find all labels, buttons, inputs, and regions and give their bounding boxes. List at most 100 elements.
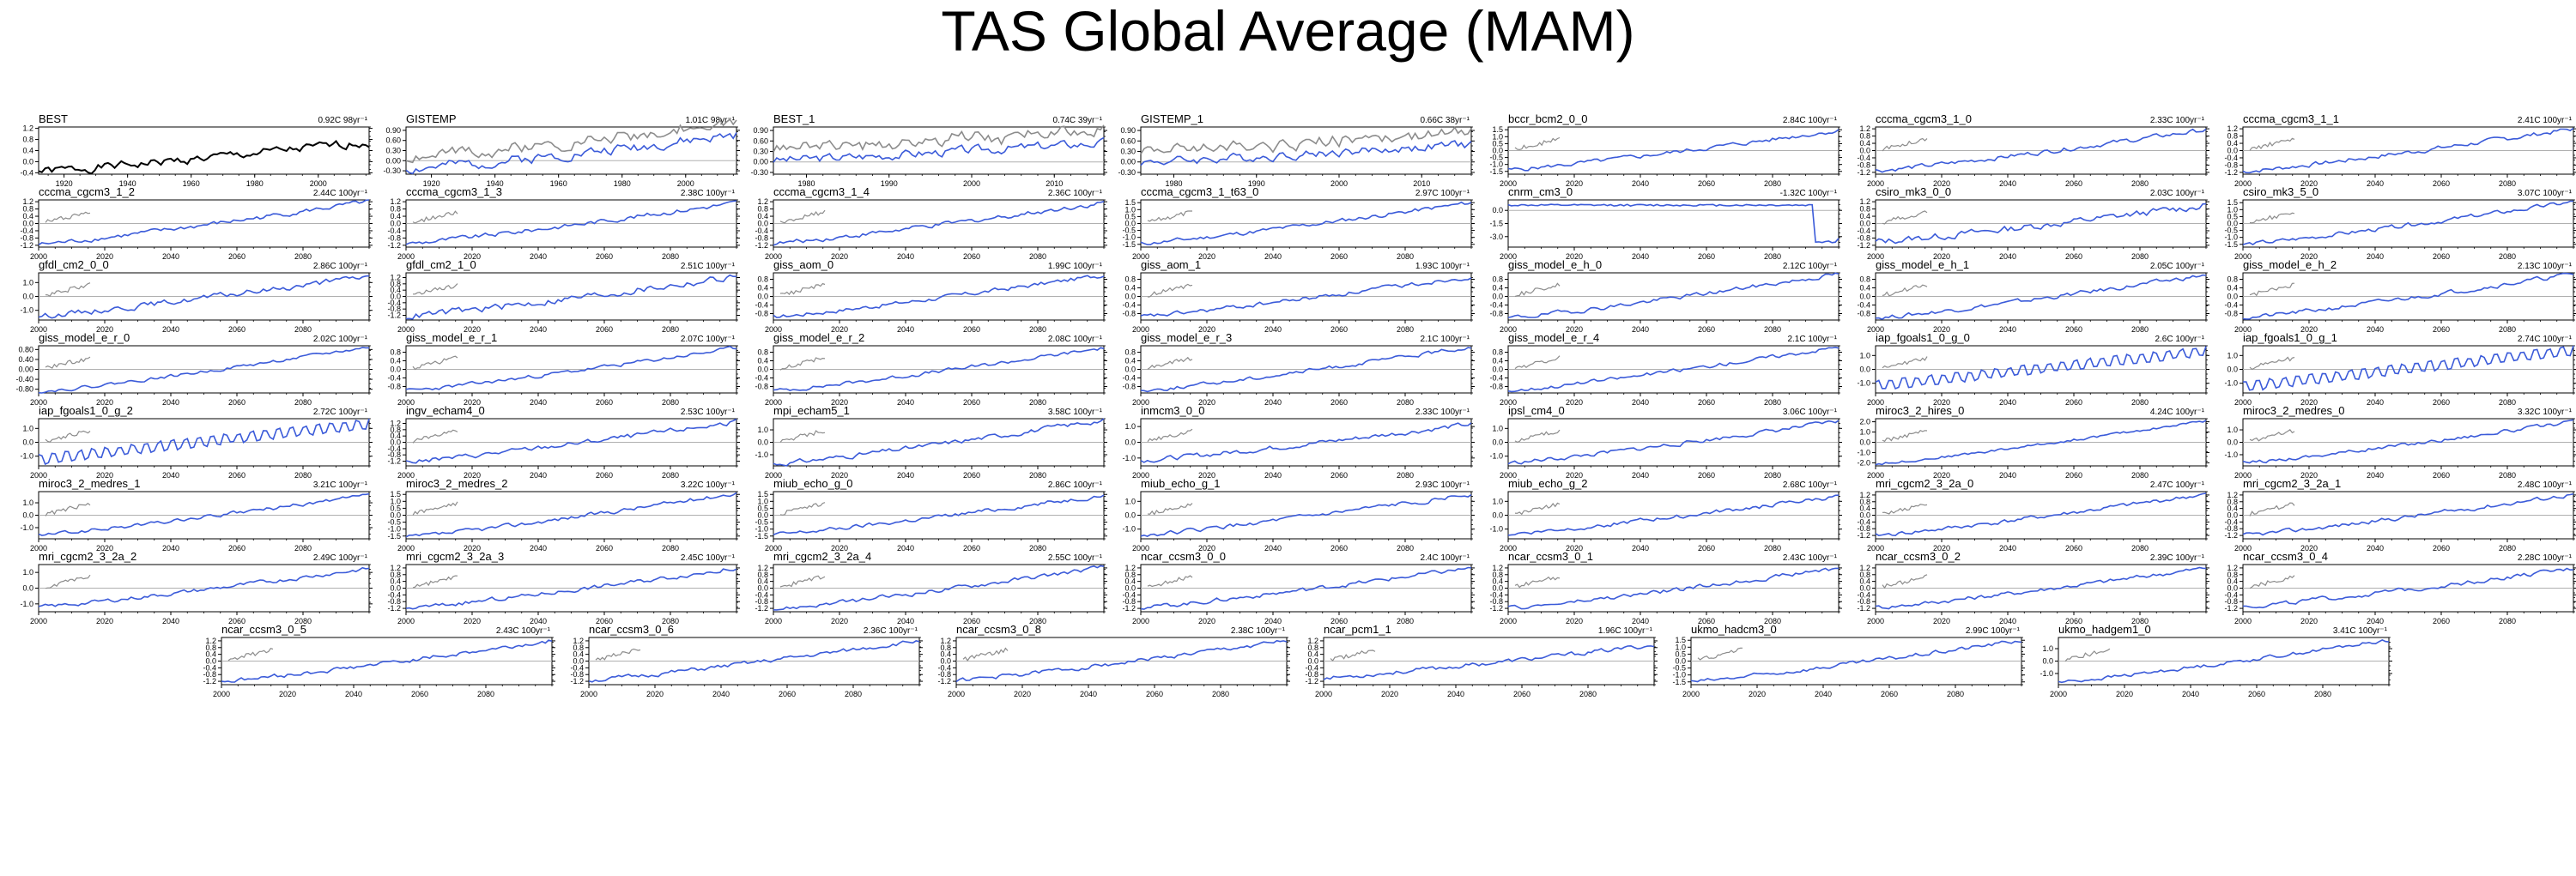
x-tick-label: 2020 — [1933, 471, 1950, 480]
y-tick-label: 0.0 — [2227, 220, 2238, 228]
y-tick-label: -0.4 — [1857, 227, 1870, 235]
observed-inset-line — [412, 210, 458, 224]
panel-trend-label: 3.21C 100yr⁻¹ — [313, 480, 368, 490]
panel-title: BEST — [39, 112, 68, 125]
y-tick-label: -0.80 — [15, 385, 33, 394]
series-line — [2058, 639, 2390, 684]
panel-title: csiro_mk3_0_0 — [1876, 185, 1951, 198]
panel-gfdl_cm2_1_0: gfdl_cm2_1_0 2.51C 100yr⁻¹ 2000 2020 2040 206… — [387, 258, 740, 334]
series-line — [1875, 346, 2207, 390]
panel-title: ncar_ccsm3_0_4 — [2243, 550, 2328, 563]
x-tick-label: 2080 — [2499, 617, 2516, 625]
y-tick-label: -0.8 — [1122, 597, 1136, 606]
panel-giss_model_e_r_0: giss_model_e_r_0 2.02C 100yr⁻¹ 2000 2020 204… — [15, 331, 373, 407]
panel-title: miroc3_2_medres_2 — [406, 477, 508, 490]
x-tick-label: 2020 — [1933, 252, 1950, 261]
y-tick-label: 0.4 — [757, 357, 768, 366]
x-tick-label: 2060 — [1698, 179, 1715, 188]
panel-trend-label: 2.97C 100yr⁻¹ — [1415, 189, 1470, 198]
y-tick-label: 0.8 — [757, 205, 768, 214]
y-tick-label: 0.0 — [2227, 293, 2238, 301]
y-tick-label: 0.60 — [385, 136, 401, 145]
y-tick-label: 1.2 — [573, 637, 584, 645]
panel-trend-label: 3.06C 100yr⁻¹ — [1783, 408, 1838, 417]
panel-title: giss_model_e_h_2 — [2243, 258, 2337, 271]
x-tick-label: 2060 — [2065, 471, 2082, 480]
y-tick-label: -0.4 — [1122, 590, 1136, 599]
panel-ncar_pcm1_1: ncar_pcm1_1 1.96C 100yr⁻¹ 2000 2020 2040 2060… — [1305, 623, 1658, 698]
y-tick-label: 1.0 — [1124, 497, 1136, 505]
x-tick-label: 2080 — [1764, 617, 1781, 625]
y-tick-label: -1.0 — [1489, 525, 1503, 534]
x-tick-label: 2020 — [1566, 179, 1583, 188]
x-tick-label: 2060 — [1146, 690, 1163, 698]
x-tick-label: 2040 — [712, 690, 730, 698]
y-tick-label: -1.0 — [1489, 452, 1503, 461]
observed-inset-line — [2249, 356, 2295, 371]
panel-trend-label: 2.43C 100yr⁻¹ — [496, 626, 551, 636]
y-tick-label: 0.8 — [22, 136, 33, 144]
y-tick-label: -1.0 — [2224, 233, 2238, 242]
panel-title: GISTEMP_1 — [1141, 112, 1203, 125]
x-tick-label: 2080 — [1397, 398, 1414, 407]
panel-trend-label: 2.33C 100yr⁻¹ — [1415, 408, 1470, 417]
y-tick-label: -0.30 — [1118, 168, 1136, 177]
y-tick-label: -1.0 — [1489, 160, 1503, 169]
y-tick-label: -1.2 — [755, 241, 768, 250]
series-line — [1507, 494, 1840, 536]
panel-trend-label: 2.47C 100yr⁻¹ — [2150, 480, 2205, 490]
x-tick-label: 2020 — [831, 471, 848, 480]
y-tick-label: 0.30 — [753, 148, 768, 156]
x-tick-label: 2060 — [1698, 471, 1715, 480]
panel-trend-label: 3.22C 100yr⁻¹ — [681, 480, 736, 490]
x-tick-label: 2020 — [279, 690, 296, 698]
y-tick-label: 0.4 — [1492, 284, 1503, 293]
y-tick-label: -1.5 — [755, 532, 768, 541]
y-tick-label: -1.2 — [570, 677, 584, 686]
series-line — [1875, 420, 2207, 466]
x-tick-label: 2080 — [294, 325, 312, 334]
panel-title: mpi_echam5_1 — [773, 404, 850, 417]
y-tick-label: 0.30 — [385, 147, 401, 155]
observed-inset-line — [1514, 429, 1561, 444]
panel-trend-label: 2.38C 100yr⁻¹ — [681, 189, 736, 198]
x-tick-label: 2080 — [2131, 471, 2149, 480]
y-tick-label: 1.0 — [1492, 132, 1503, 141]
x-tick-label: 2040 — [530, 325, 547, 334]
x-tick-label: 2040 — [530, 544, 547, 553]
x-tick-label: 2080 — [662, 617, 679, 625]
y-tick-label: 0.0 — [22, 220, 33, 228]
x-tick-label: 2020 — [1566, 252, 1583, 261]
y-tick-label: 0.4 — [1124, 284, 1136, 293]
y-tick-label: 0.0 — [1859, 293, 1870, 301]
y-tick-label: 0.5 — [757, 504, 768, 512]
series-line — [773, 275, 1105, 318]
panel-trend-label: 1.93C 100yr⁻¹ — [1415, 262, 1470, 271]
panel-title: giss_model_e_h_0 — [1508, 258, 1602, 271]
x-tick-label: 2060 — [2065, 617, 2082, 625]
x-tick-label: 2020 — [2300, 252, 2318, 261]
x-tick-label: 2000 — [397, 471, 415, 480]
observed-inset-line — [45, 574, 91, 589]
x-tick-label: 2000 — [397, 544, 415, 553]
y-tick-label: 1.2 — [1859, 124, 1870, 133]
y-tick-label: 0.0 — [2227, 147, 2238, 155]
x-tick-label: 2040 — [1815, 690, 1832, 698]
y-tick-label: -1.5 — [1489, 220, 1503, 228]
x-tick-label: 2020 — [1566, 398, 1583, 407]
x-tick-label: 2080 — [294, 544, 312, 553]
panel-title: giss_model_e_r_4 — [1508, 331, 1599, 344]
observed-inset-line — [779, 209, 826, 224]
y-tick-label: 0.0 — [390, 511, 401, 520]
y-tick-label: -0.4 — [2224, 590, 2238, 599]
panel-title: cccma_cgcm3_1_4 — [773, 185, 870, 198]
y-tick-label: 1.0 — [1492, 424, 1503, 432]
x-tick-label: 2020 — [1198, 544, 1215, 553]
x-tick-label: 2060 — [1330, 544, 1348, 553]
x-tick-label: 2040 — [2367, 179, 2384, 188]
y-tick-label: 0.4 — [1492, 357, 1503, 366]
observed-inset-line — [1147, 356, 1193, 370]
y-tick-label: -1.0 — [755, 525, 768, 534]
panel-trend-label: 1.01C 98yr⁻¹ — [685, 116, 735, 125]
y-tick-label: 0.4 — [205, 650, 216, 659]
